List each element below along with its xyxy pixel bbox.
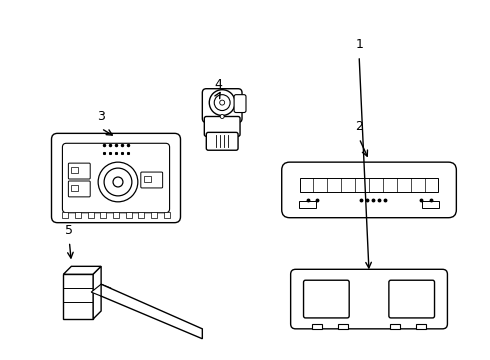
- FancyBboxPatch shape: [234, 95, 246, 113]
- FancyBboxPatch shape: [51, 133, 180, 223]
- FancyBboxPatch shape: [282, 162, 456, 218]
- FancyBboxPatch shape: [141, 172, 163, 188]
- Bar: [144, 176, 151, 182]
- Text: 2: 2: [355, 120, 363, 133]
- FancyBboxPatch shape: [389, 280, 435, 318]
- FancyBboxPatch shape: [62, 143, 170, 213]
- FancyBboxPatch shape: [202, 89, 242, 122]
- Bar: [298, 201, 317, 208]
- Bar: [164, 212, 170, 218]
- Bar: [88, 212, 94, 218]
- Bar: [62, 212, 69, 218]
- Bar: [72, 185, 78, 191]
- Bar: [421, 201, 440, 208]
- Polygon shape: [91, 284, 111, 296]
- Circle shape: [220, 114, 224, 118]
- Bar: [138, 212, 144, 218]
- Bar: [390, 324, 400, 329]
- Polygon shape: [101, 284, 202, 339]
- Polygon shape: [93, 266, 101, 319]
- Text: 1: 1: [355, 38, 363, 51]
- Bar: [75, 212, 81, 218]
- Text: 3: 3: [97, 111, 105, 123]
- Bar: [113, 212, 119, 218]
- Text: 4: 4: [214, 78, 222, 91]
- Bar: [313, 324, 322, 329]
- FancyBboxPatch shape: [69, 181, 90, 197]
- Circle shape: [220, 100, 224, 105]
- Bar: [125, 212, 132, 218]
- Circle shape: [214, 95, 230, 111]
- Polygon shape: [63, 274, 93, 319]
- Circle shape: [98, 162, 138, 202]
- Circle shape: [209, 90, 235, 116]
- Bar: [338, 324, 348, 329]
- FancyBboxPatch shape: [206, 132, 238, 150]
- FancyBboxPatch shape: [69, 163, 90, 179]
- FancyBboxPatch shape: [303, 280, 349, 318]
- Bar: [299, 178, 439, 192]
- Bar: [72, 167, 78, 173]
- FancyBboxPatch shape: [291, 269, 447, 329]
- Polygon shape: [63, 266, 101, 274]
- Bar: [416, 324, 426, 329]
- Text: 5: 5: [65, 224, 74, 237]
- Circle shape: [104, 168, 132, 196]
- FancyBboxPatch shape: [204, 117, 240, 136]
- Circle shape: [113, 177, 123, 187]
- Bar: [100, 212, 106, 218]
- Bar: [151, 212, 157, 218]
